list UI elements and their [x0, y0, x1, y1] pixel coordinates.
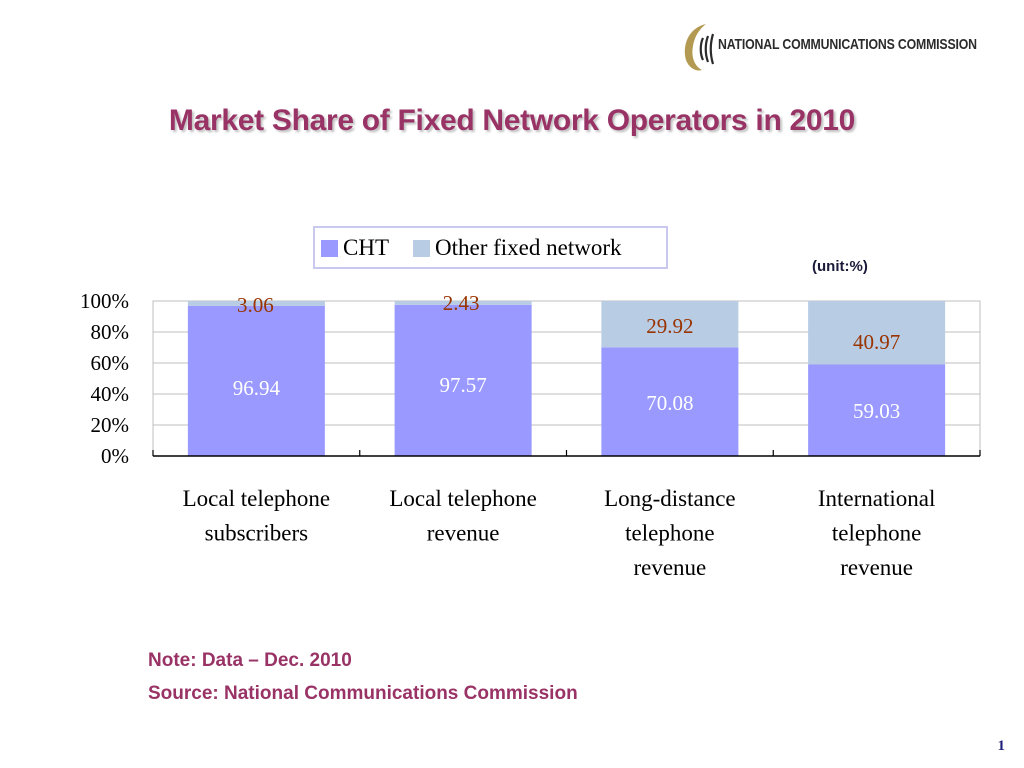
x-category-label: Local telephone revenue [389, 486, 537, 546]
legend-label-other: Other fixed network [435, 235, 622, 260]
x-category-label-line: revenue [840, 555, 913, 580]
x-category-label-line: subscribers [205, 521, 309, 546]
y-tick-label: 80% [91, 320, 130, 344]
unit-label: (unit:%) [812, 258, 868, 275]
x-category-label-line: Local telephone [183, 486, 331, 511]
logo-mark [684, 24, 706, 71]
bar-cht [808, 364, 946, 456]
data-label-other: 2.43 [443, 291, 480, 315]
data-label-other: 3.06 [237, 293, 274, 317]
x-category-label: Long-distance telephone revenue [604, 486, 736, 580]
bar-other [394, 301, 532, 305]
data-label-cht: 96.94 [233, 376, 281, 400]
y-tick-label: 0% [101, 444, 129, 468]
x-category-label-line: revenue [633, 555, 706, 580]
y-tick-label: 40% [91, 382, 130, 406]
org-name: NATIONAL COMMUNICATIONS COMMISSION [718, 36, 977, 53]
notes-block: Note: Data – Dec. 2010 Source: National … [148, 644, 578, 710]
legend-item-cht: CHT [321, 234, 389, 262]
x-category-label-line: Local telephone [389, 486, 537, 511]
y-tick-label: 60% [91, 351, 130, 375]
data-label-other: 29.92 [646, 314, 693, 338]
legend-label-cht: CHT [343, 235, 389, 260]
stacked-bar-chart: 0% 20% 40% 60% 80% 100% 96.94 3.06 97.57 2.43 70.0… [80, 289, 981, 580]
legend-swatch-other [413, 239, 430, 257]
y-tick-label: 20% [91, 413, 130, 437]
legend-item-other: Other fixed network [413, 234, 622, 262]
bar-other [601, 301, 739, 348]
x-category-label-line: telephone [625, 521, 714, 546]
x-category-label-line: Long-distance [604, 486, 736, 511]
bar-cht [601, 347, 739, 456]
data-label-cht: 70.08 [646, 391, 693, 415]
data-label-cht: 97.57 [440, 373, 487, 397]
bar-cht [394, 304, 532, 456]
x-category-label: Local telephone subscribers [183, 486, 331, 546]
x-category-label-line: revenue [427, 521, 500, 546]
page-number: 1 [997, 738, 1006, 754]
bar-other [187, 301, 325, 306]
data-label-cht: 59.03 [853, 399, 900, 423]
legend-swatch-cht [321, 239, 338, 257]
bar-cht [187, 305, 325, 456]
data-label-other: 40.97 [853, 330, 900, 354]
y-tick-label: 100% [80, 289, 129, 313]
ncc-logo [684, 24, 715, 71]
note-text: Note: Data – Dec. 2010 [148, 650, 352, 671]
bar-other [808, 301, 946, 365]
x-category-label-line: International [818, 486, 936, 511]
chart-legend: CHT Other fixed network [313, 226, 668, 269]
x-category-label: International telephone revenue [818, 486, 936, 580]
x-category-label-line: telephone [832, 521, 921, 546]
source-text: Source: National Communications Commissi… [148, 683, 578, 704]
slide-title: Market Share of Fixed Network Operators … [168, 104, 856, 137]
